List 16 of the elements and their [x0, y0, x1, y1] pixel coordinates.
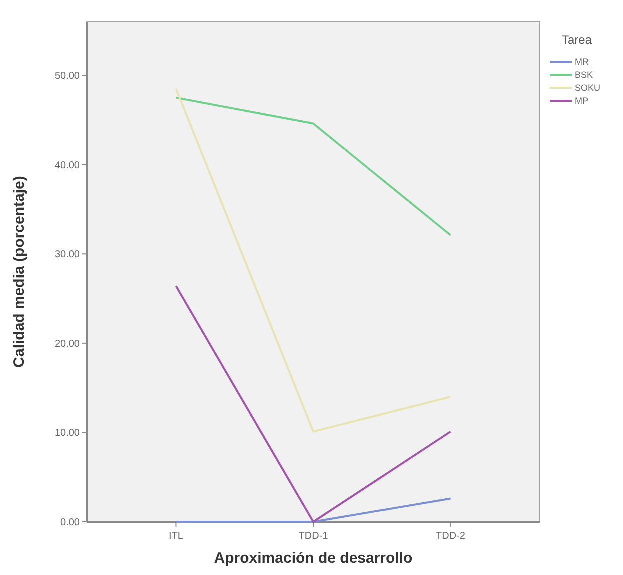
x-tick-label: ITL — [169, 531, 184, 542]
legend-label: MR — [575, 57, 590, 68]
x-tick-label: TDD-1 — [298, 531, 329, 542]
x-axis-title: Aproximación de desarrollo — [214, 550, 413, 567]
legend-label: MP — [575, 96, 588, 106]
legend-label: SOKU — [575, 83, 601, 94]
y-tick-label: 20.00 — [54, 338, 80, 350]
y-tick-label: 0.00 — [60, 518, 80, 528]
x-tick-label: TDD-2 — [436, 531, 466, 542]
legend-title: Tarea — [562, 33, 592, 47]
y-tick-label: 50.00 — [54, 71, 80, 82]
y-tick-label: 40.00 — [54, 160, 80, 172]
legend-label: BSK — [575, 70, 594, 80]
y-axis-title: Calidad media (porcentaje) — [11, 176, 28, 368]
y-tick-label: 10.00 — [54, 428, 80, 440]
y-tick-label: 30.00 — [54, 250, 80, 261]
